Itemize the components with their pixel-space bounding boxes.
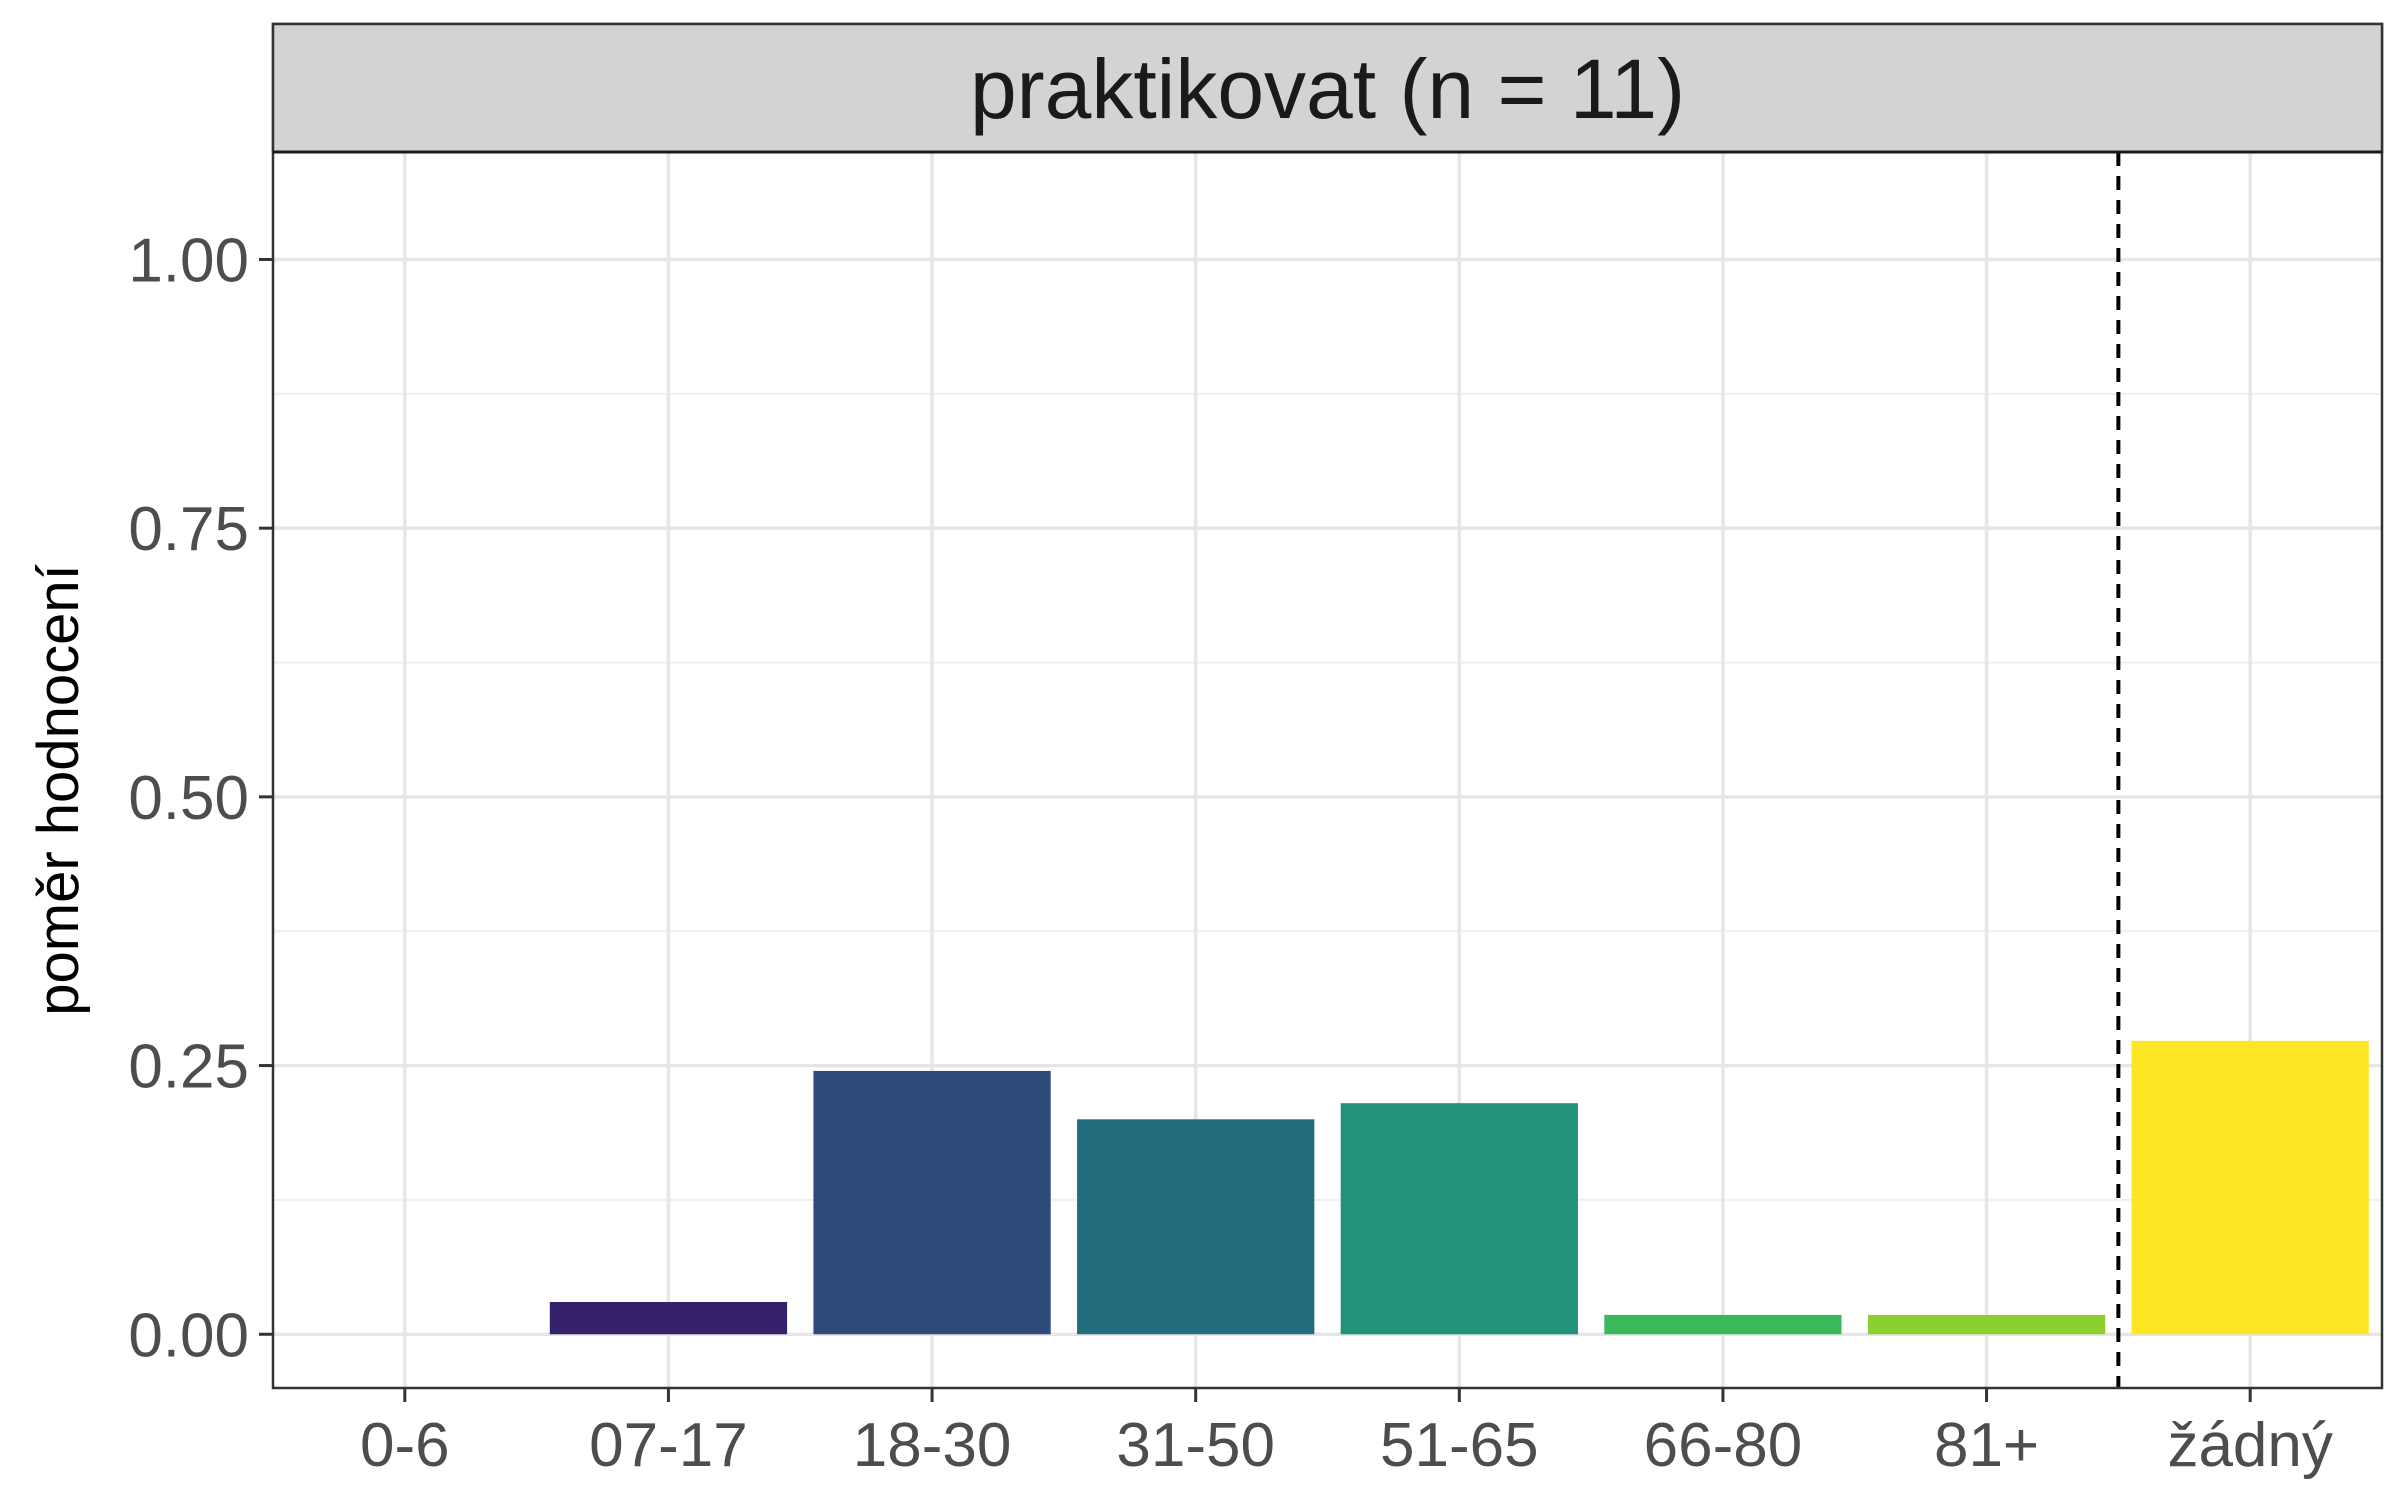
bar-66-80 (1604, 1314, 1842, 1335)
y-axis: 0.00 0.25 0.50 0.75 1.00 (128, 226, 273, 1370)
bar-51-65 (1340, 1103, 1578, 1335)
panel-border (271, 22, 2384, 1390)
bar-31-50 (1077, 1119, 1315, 1335)
y-tick-label: 0.75 (128, 495, 249, 564)
x-tick-label: 66-80 (1644, 1411, 1803, 1480)
bar-07-17 (549, 1302, 788, 1335)
bar-81+ (1867, 1314, 2106, 1335)
x-tick-label: 31-50 (1116, 1411, 1275, 1480)
x-tick-label: 81+ (1934, 1411, 2039, 1480)
grid-lines (273, 152, 2382, 1388)
facet-strip (271, 22, 2384, 154)
y-tick-label: 1.00 (128, 226, 249, 295)
y-tick-label: 0.25 (128, 1033, 249, 1102)
x-tick-label: 18-30 (853, 1411, 1012, 1480)
bar-žádný (2131, 1040, 2369, 1335)
y-tick-label: 0.50 (128, 764, 249, 833)
bars (549, 1040, 2369, 1335)
bar-18-30 (813, 1070, 1051, 1335)
x-tick-label: žádný (2167, 1411, 2332, 1480)
y-axis-title: poměr hodnocení (26, 564, 91, 1015)
x-axis: 0-6 07-17 18-30 31-50 51-65 66-80 81+ žádný (360, 1388, 2333, 1480)
x-tick-label: 0-6 (360, 1411, 450, 1480)
y-tick-label: 0.00 (128, 1301, 249, 1370)
x-tick-label: 51-65 (1380, 1411, 1539, 1480)
x-tick-label: 07-17 (589, 1411, 748, 1480)
chart-title: praktikovat (n = 11) (970, 42, 1685, 136)
